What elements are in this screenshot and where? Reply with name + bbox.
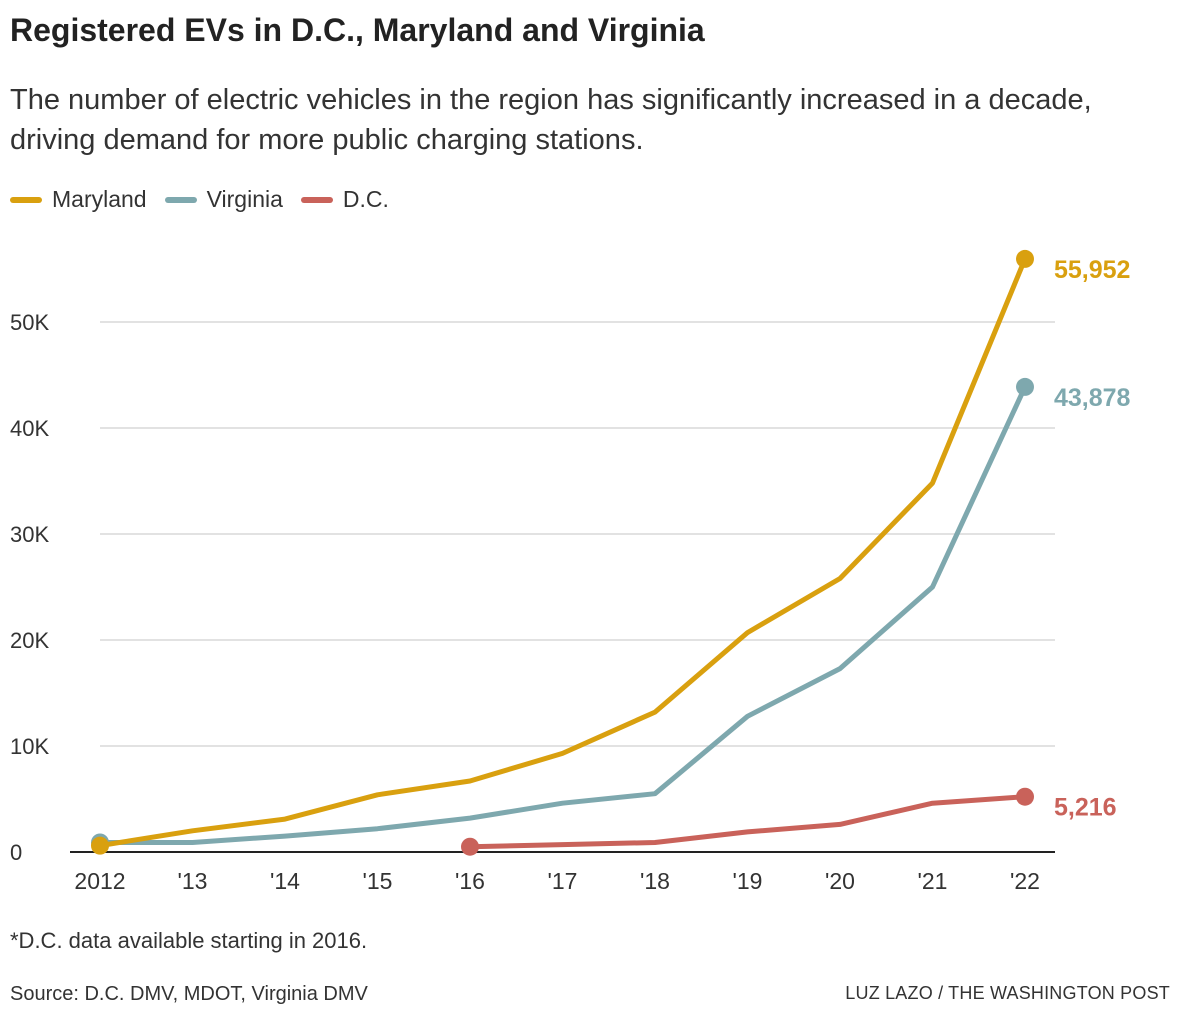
y-tick-label: 0 bbox=[10, 840, 22, 865]
y-tick-label: 20K bbox=[10, 628, 49, 653]
legend-label-maryland: Maryland bbox=[52, 186, 147, 212]
x-tick-label: 2012 bbox=[74, 868, 125, 894]
series-end-label-maryland: 55,952 bbox=[1054, 256, 1130, 284]
series-end-point-virginia bbox=[1016, 377, 1034, 396]
x-tick-label: '17 bbox=[548, 868, 578, 894]
line-chart: 0 10K 20K 30K 40K 50K 2012 '13 '14 '15 '16 '17 '18 '1… bbox=[10, 249, 1131, 894]
series-end-point-dc bbox=[1016, 787, 1034, 806]
legend: Maryland Virginia D.C. bbox=[10, 186, 407, 213]
y-tick-label: 40K bbox=[10, 416, 49, 441]
x-tick-label: '13 bbox=[178, 868, 208, 894]
series-line-virginia bbox=[97, 384, 1028, 845]
source-note: Source: D.C. DMV, MDOT, Virginia DMV bbox=[10, 983, 368, 1005]
credit-line: LUZ LAZO / THE WASHINGTON POST bbox=[845, 983, 1170, 1003]
chart-subtitle: The number of electric vehicles in the r… bbox=[10, 84, 1092, 156]
legend-swatch-dc bbox=[300, 196, 333, 203]
legend-label-virginia: Virginia bbox=[206, 186, 283, 212]
x-tick-label: '22 bbox=[1010, 868, 1040, 894]
series-start-point-maryland bbox=[91, 836, 109, 855]
x-tick-label: '18 bbox=[640, 868, 670, 894]
legend-swatch-virginia bbox=[164, 196, 197, 203]
x-tick-label: '21 bbox=[918, 868, 948, 894]
series-line-dc bbox=[467, 794, 1028, 850]
legend-label-dc: D.C. bbox=[342, 186, 389, 212]
x-tick-label: '16 bbox=[455, 868, 485, 894]
legend-item-maryland: Maryland bbox=[10, 186, 147, 213]
legend-item-virginia: Virginia bbox=[164, 186, 283, 213]
series-end-label-dc: 5,216 bbox=[1054, 794, 1117, 822]
x-tick-label: '15 bbox=[363, 868, 393, 894]
y-tick-label: 50K bbox=[10, 310, 49, 335]
legend-swatch-maryland bbox=[10, 196, 42, 203]
series-end-label-virginia: 43,878 bbox=[1054, 384, 1131, 412]
chart-title: Registered EVs in D.C., Maryland and Vir… bbox=[10, 12, 705, 48]
series-start-point-dc bbox=[461, 837, 479, 856]
y-tick-label: 30K bbox=[10, 522, 49, 547]
x-tick-label: '19 bbox=[733, 868, 763, 894]
x-tick-label: '14 bbox=[270, 868, 300, 894]
legend-item-dc: D.C. bbox=[300, 186, 389, 213]
series-line-maryland bbox=[97, 256, 1028, 849]
series-end-point-maryland bbox=[1016, 249, 1034, 268]
x-tick-label: '20 bbox=[825, 868, 855, 894]
footnote: *D.C. data available starting in 2016. bbox=[10, 928, 368, 953]
y-tick-label: 10K bbox=[10, 734, 49, 759]
